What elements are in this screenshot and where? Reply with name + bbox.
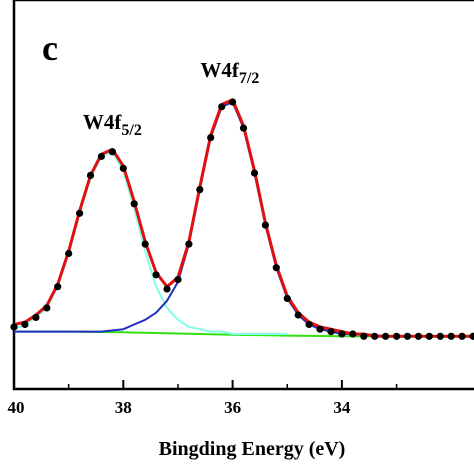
series-w4f72-line <box>14 101 474 338</box>
raw-data-point <box>316 325 324 333</box>
raw-data-point <box>414 332 422 340</box>
raw-data-point <box>447 332 455 340</box>
series-layer <box>10 98 474 340</box>
raw-data-point <box>382 332 390 340</box>
raw-data-point <box>436 332 444 340</box>
raw-data-point <box>174 276 182 284</box>
raw-data-point <box>207 134 215 142</box>
raw-data-point <box>76 209 84 217</box>
raw-data-point <box>272 264 280 272</box>
raw-data-point <box>152 271 160 279</box>
raw-data-point <box>21 320 29 329</box>
raw-data-point <box>163 285 171 293</box>
raw-data-point <box>119 164 127 172</box>
annotations: W4f5/2 W4f7/2 <box>83 58 259 139</box>
x-tick-label: 38 <box>115 398 132 417</box>
raw-data-point <box>458 332 466 340</box>
series-raw <box>10 98 474 340</box>
peak-label-7-2: W4f7/2 <box>200 58 259 87</box>
raw-data-point <box>338 330 346 338</box>
raw-data-point <box>327 328 335 336</box>
x-tick-label: 34 <box>333 398 351 417</box>
raw-data-point <box>393 332 401 340</box>
panel-label: c <box>42 28 58 68</box>
raw-data-point <box>97 152 105 161</box>
raw-data-point <box>196 186 204 194</box>
raw-data-point <box>349 330 357 338</box>
raw-data-point <box>10 323 18 331</box>
raw-data-point <box>218 103 226 111</box>
raw-data-point <box>469 332 474 340</box>
raw-data-point <box>185 240 193 248</box>
series-w4f52-line <box>13 150 288 335</box>
raw-data-point <box>305 320 313 329</box>
raw-data-point <box>360 332 368 340</box>
raw-data-point <box>403 332 412 340</box>
raw-data-point <box>294 311 302 319</box>
x-axis-ticks: 40 38 36 34 <box>8 380 398 417</box>
raw-data-point <box>54 283 62 291</box>
x-tick-label: 40 <box>8 398 25 417</box>
raw-data-point <box>250 169 259 177</box>
raw-data-point <box>283 294 291 303</box>
peak-label-5-2: W4f5/2 <box>83 110 142 139</box>
series-envelope-line <box>13 98 474 338</box>
x-tick-label: 36 <box>224 398 241 417</box>
raw-data-point <box>32 313 40 321</box>
plot-frame <box>12 0 474 391</box>
raw-data-point <box>130 200 138 208</box>
raw-data-point <box>371 332 379 340</box>
raw-data-point <box>108 148 116 156</box>
x-axis-title: Bingding Energy (eV) <box>159 438 346 460</box>
raw-data-point <box>86 171 95 179</box>
raw-data-point <box>229 98 237 106</box>
raw-data-point <box>239 124 248 132</box>
raw-data-point <box>261 221 269 229</box>
raw-data-point <box>141 240 149 248</box>
raw-data-point <box>65 249 73 258</box>
raw-data-point <box>43 304 51 312</box>
raw-data-point <box>425 332 433 340</box>
